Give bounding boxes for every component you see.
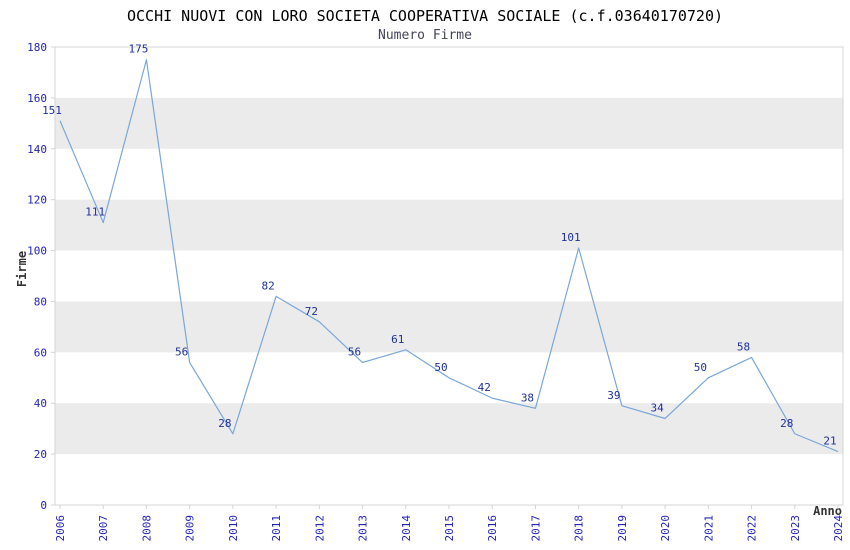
x-tick-label: 2009: [184, 515, 197, 542]
point-label: 28: [780, 417, 793, 430]
x-tick-label: 2024: [832, 515, 845, 542]
grid-band: [55, 403, 843, 455]
point-label: 82: [261, 279, 274, 292]
x-tick-label: 2006: [54, 515, 67, 542]
point-label: 58: [737, 340, 750, 353]
point-label: 175: [129, 43, 149, 56]
x-tick-label: 2019: [616, 515, 629, 542]
x-axis-title: Anno: [813, 504, 842, 518]
point-label: 28: [218, 417, 231, 430]
grid-band: [55, 97, 843, 149]
x-tick-label: 2023: [789, 515, 802, 542]
y-tick-label: 20: [34, 448, 47, 461]
point-label: 56: [175, 346, 188, 359]
x-tick-label: 2016: [486, 515, 499, 542]
grid-band: [55, 199, 843, 251]
point-label: 42: [478, 381, 491, 394]
y-tick-label: 80: [34, 295, 47, 308]
x-tick-label: 2022: [746, 515, 759, 542]
x-tick-label: 2015: [443, 515, 456, 542]
y-tick-label: 0: [40, 499, 47, 512]
point-label: 21: [823, 435, 836, 448]
y-tick-label: 100: [27, 245, 47, 258]
x-tick-label: 2020: [659, 515, 672, 542]
point-label: 39: [607, 389, 620, 402]
x-tick-label: 2017: [529, 515, 542, 542]
y-tick-label: 140: [27, 143, 47, 156]
point-label: 61: [391, 333, 404, 346]
data-line: [59, 59, 839, 453]
point-label: 34: [650, 401, 664, 414]
x-tick-label: 2012: [313, 515, 326, 542]
point-label: 50: [434, 361, 447, 374]
point-label: 101: [561, 231, 581, 244]
point-label: 38: [521, 391, 534, 404]
y-tick-label: 120: [27, 194, 47, 207]
x-tick-label: 2007: [97, 515, 110, 542]
point-label: 56: [348, 346, 361, 359]
grid-band: [55, 301, 843, 353]
x-tick-label: 2014: [400, 515, 413, 542]
point-label: 50: [694, 361, 707, 374]
y-tick-label: 160: [27, 92, 47, 105]
chart-title: OCCHI NUOVI CON LORO SOCIETA COOPERATIVA…: [126, 7, 724, 25]
point-label: 111: [85, 206, 105, 219]
x-tick-label: 2021: [702, 515, 715, 542]
y-tick-label: 180: [27, 41, 47, 54]
point-label: 151: [42, 104, 62, 117]
x-tick-label: 2008: [140, 515, 153, 542]
y-tick-label: 60: [34, 346, 47, 359]
x-tick-label: 2018: [573, 515, 586, 542]
x-tick-label: 2013: [357, 515, 370, 542]
point-label: 72: [305, 305, 318, 318]
x-tick-label: 2011: [270, 515, 283, 542]
y-tick-label: 40: [34, 397, 47, 410]
x-tick-label: 2010: [227, 515, 240, 542]
chart-subtitle: Numero Firme: [378, 28, 472, 43]
